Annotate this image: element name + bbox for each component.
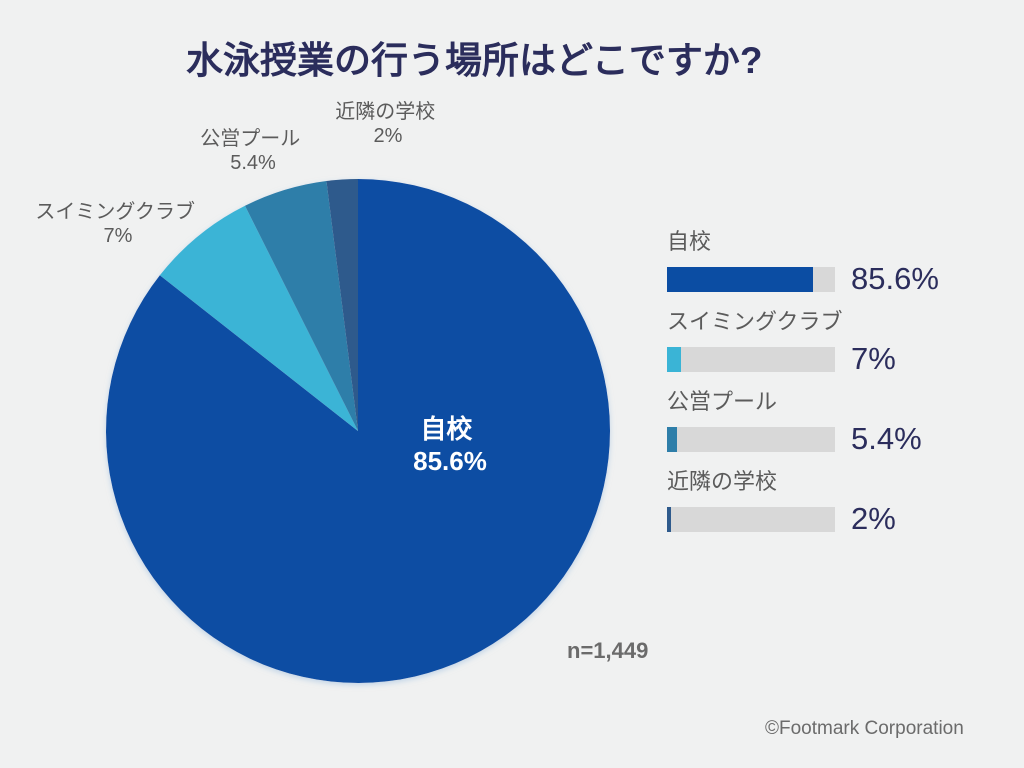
svg-text:公営プール 5.4%: 公営プール 5.4% — [200, 127, 306, 174]
svg-text:スイミングクラブ 7%: スイミングクラブ 7% — [35, 199, 200, 247]
svg-text:近隣の学校 2%: 近隣の学校 2% — [335, 100, 441, 147]
